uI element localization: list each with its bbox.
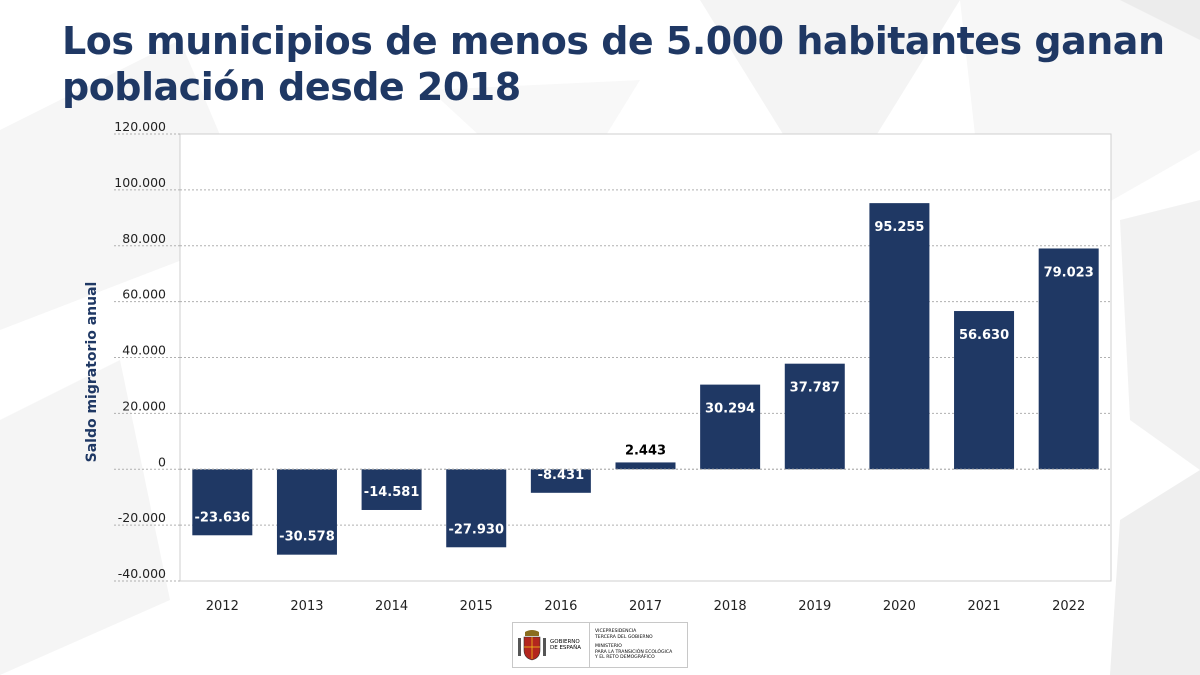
x-tick-label: 2015 (460, 599, 493, 614)
x-tick-label: 2019 (798, 599, 831, 614)
x-tick-label: 2022 (1052, 599, 1085, 614)
bar-2019 (784, 363, 845, 470)
bar-value-label: -14.581 (364, 485, 420, 500)
y-tick-label: -40.000 (118, 566, 166, 581)
y-tick-label: -20.000 (118, 510, 166, 525)
bar-value-label: 79.023 (1044, 265, 1094, 280)
x-tick-label: 2013 (290, 599, 323, 614)
vice-line-1: VICEPRESIDENCIA (595, 629, 637, 635)
x-tick-label: 2017 (629, 599, 662, 614)
min-line-3: Y EL RETO DEMOGRÁFICO (595, 655, 655, 661)
gobierno-block: GOBIERNO DE ESPAÑA (513, 623, 590, 667)
bar-chart: 120.000 100.000 80.000 60.000 40.000 20.000 0 -… (114, 119, 1112, 614)
x-tick-label: 2020 (883, 599, 916, 614)
x-tick-label: 2018 (714, 599, 747, 614)
bar-value-label: -23.636 (195, 510, 251, 525)
bar-value-label: 95.255 (874, 220, 924, 235)
y-tick-label: 120.000 (114, 119, 166, 134)
bar-2015 (446, 469, 507, 548)
gov-line-1: GOBIERNO (550, 638, 580, 645)
bar-value-label: -8.431 (538, 468, 585, 483)
ministry-block: VICEPRESIDENCIA TERCERA DEL GOBIERNO MIN… (590, 629, 672, 661)
bar-value-label: 56.630 (959, 328, 1009, 343)
bar-value-label: 2.443 (625, 443, 666, 458)
vice-line-2: TERCERA DEL GOBIERNO (595, 634, 653, 640)
coat-of-arms-icon (518, 630, 546, 661)
x-tick-label: 2021 (967, 599, 1000, 614)
bar-2021 (954, 311, 1015, 470)
bar-2017 (615, 462, 676, 470)
bar-2020 (869, 203, 930, 470)
y-tick-label: 40.000 (122, 343, 166, 358)
bar-2014 (361, 469, 422, 510)
y-tick-label: 20.000 (122, 398, 166, 413)
bar-2022 (1038, 248, 1099, 470)
bar-2018 (700, 384, 761, 470)
government-logo: GOBIERNO DE ESPAÑA VICEPRESIDENCIA TERCE… (512, 622, 688, 668)
bar-value-label: 30.294 (705, 402, 755, 417)
bar-2013 (276, 469, 337, 555)
chart-title: Los municipios de menos de 5.000 habitan… (62, 19, 1165, 109)
bar-value-label: -30.578 (279, 530, 335, 545)
y-tick-label: 60.000 (122, 287, 166, 302)
gov-line-2: DE ESPAÑA (550, 645, 582, 651)
min-line-1: MINISTERIO (595, 644, 622, 650)
y-tick-label: 80.000 (122, 231, 166, 246)
bar-2016 (530, 469, 591, 493)
bar-value-label: -27.930 (448, 522, 504, 537)
x-tick-label: 2012 (206, 599, 239, 614)
bar-value-label: 37.787 (790, 381, 840, 396)
min-line-2: PARA LA TRANSICIÓN ECOLÓGICA (595, 649, 673, 655)
y-tick-label: 100.000 (114, 175, 166, 190)
y-tick-label: 0 (158, 454, 166, 469)
x-tick-label: 2016 (544, 599, 577, 614)
x-tick-label: 2014 (375, 599, 408, 614)
bar-2012 (192, 469, 253, 536)
